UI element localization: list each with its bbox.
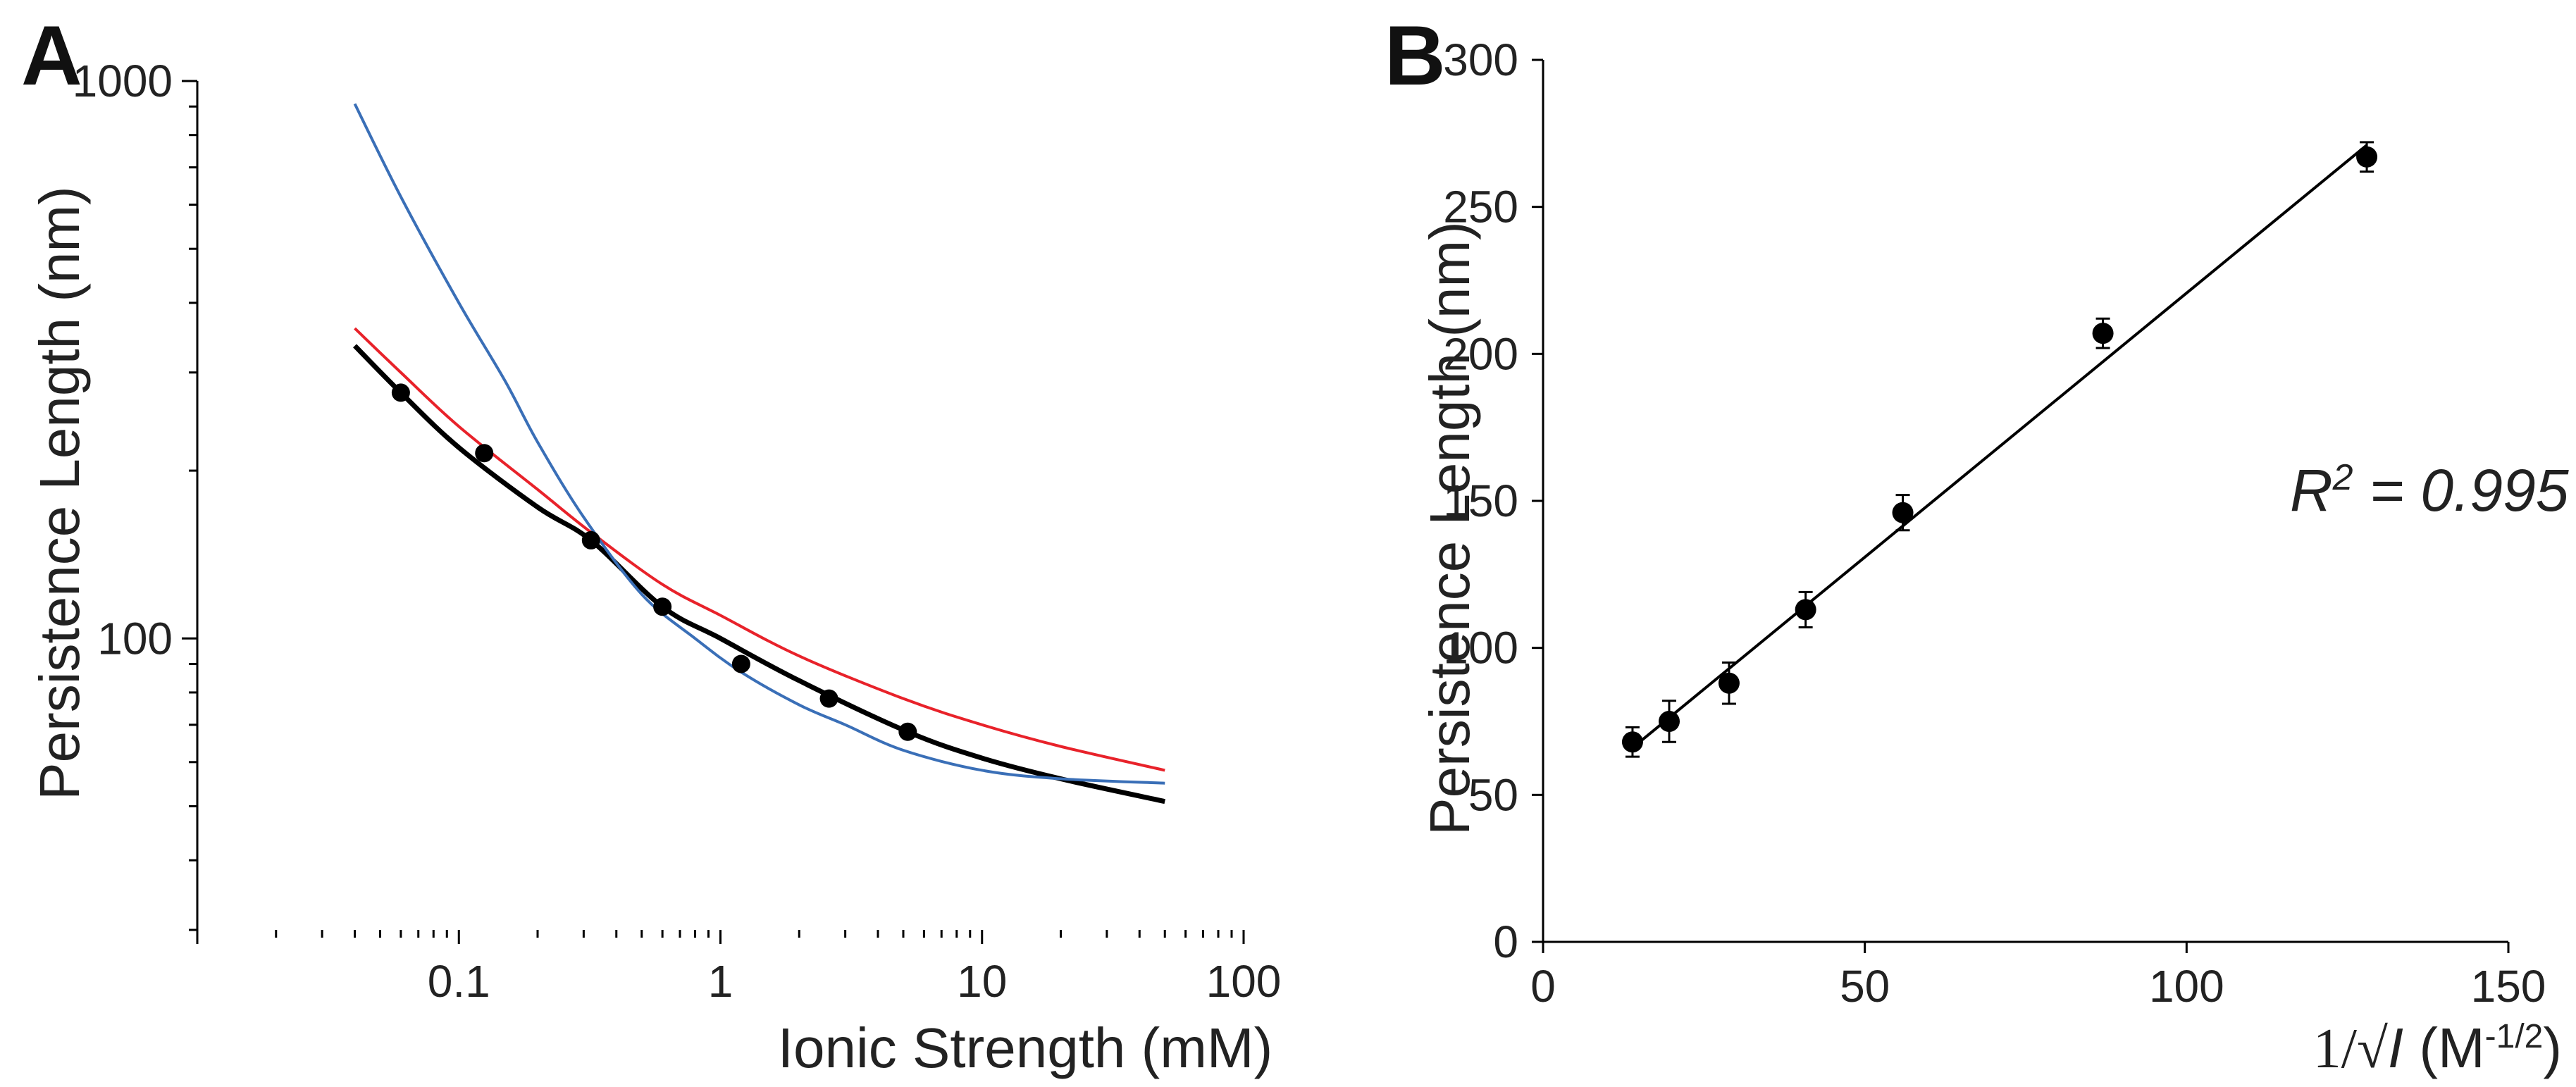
x-tick-label: 50 — [1840, 961, 1890, 1012]
data-point — [1659, 711, 1680, 732]
data-point — [2356, 146, 2378, 168]
y-tick-label: 100 — [1443, 623, 1518, 673]
series-black-fit — [353, 344, 1165, 805]
panel-b-y-ticks — [1532, 58, 1543, 943]
panel-a-y-ticks — [182, 80, 197, 931]
data-point — [653, 597, 672, 616]
data-point — [2092, 323, 2114, 344]
data-point — [1892, 502, 1914, 523]
panel-b-x-ticks — [1542, 942, 2510, 953]
x-tick-label: 100 — [2149, 961, 2224, 1012]
y-tick-label: 300 — [1443, 35, 1518, 85]
x-tick-label: 100 — [1206, 956, 1282, 1007]
panel-a-data-points — [391, 383, 917, 741]
data-point — [475, 444, 494, 463]
y-tick-label: 150 — [1443, 476, 1518, 526]
data-point — [581, 530, 600, 549]
y-tick-label: 0 — [1493, 917, 1518, 967]
data-point — [898, 722, 917, 741]
x-tick-label: 0.1 — [428, 956, 490, 1007]
panel-letter-a: A — [21, 8, 82, 103]
panel-a-series — [353, 103, 1165, 805]
panel-a-x-ticks — [196, 930, 1245, 944]
data-point — [1795, 599, 1816, 621]
data-point — [731, 654, 750, 673]
panel-b-y-axis-title: Persistence Length (nm) — [1418, 221, 1481, 836]
panel-a-y-axis-title: Persistence Length (nm) — [28, 186, 91, 800]
panel-b-x-tick-labels: 0 50 100 150 — [1530, 961, 2546, 1012]
panel-a-y-tick-labels: 100 1000 — [73, 56, 173, 664]
panel-letter-b: B — [1385, 8, 1446, 103]
panel-b-x-axis-title: 1/√I (M-1/2) — [2313, 1017, 2562, 1080]
y-tick-label: 1000 — [73, 56, 173, 106]
series-red-fit — [354, 327, 1165, 772]
y-tick-label: 50 — [1468, 769, 1518, 820]
series-blue-fit — [353, 103, 1165, 785]
data-point — [819, 689, 838, 708]
panel-b-data-points — [1621, 146, 2378, 753]
panel-b-error-bars — [1625, 141, 2374, 758]
r-squared-annotation: R2 = 0.995 — [2290, 457, 2569, 523]
data-point — [391, 383, 410, 402]
y-tick-label: 200 — [1443, 328, 1518, 379]
x-tick-label: 10 — [957, 956, 1007, 1007]
data-point — [1718, 672, 1740, 694]
y-tick-label: 100 — [97, 613, 173, 664]
y-tick-label: 250 — [1443, 182, 1518, 232]
panel-a-x-axis-title: Ionic Strength (mM) — [778, 1017, 1272, 1079]
x-tick-label: 0 — [1530, 961, 1556, 1012]
panel-b-y-tick-labels: 0 50 100 150 200 250 300 — [1443, 35, 1518, 967]
panel-b-fit-line — [1631, 144, 2368, 750]
x-tick-label: 150 — [2471, 961, 2546, 1012]
x-tick-label: 1 — [708, 956, 733, 1007]
panel-b: B 0 50 100 150 0 50 100 150 200 250 300 R2 = 0.99… — [1385, 8, 2569, 1080]
data-point — [1621, 731, 1643, 753]
panel-a-x-tick-labels: 0.1 1 10 100 — [428, 956, 1282, 1007]
